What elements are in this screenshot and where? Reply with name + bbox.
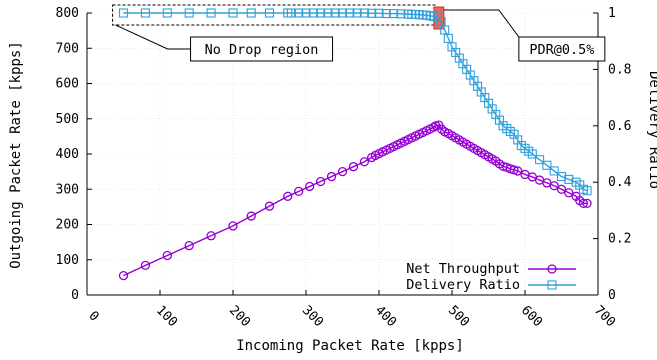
data-point: [140, 8, 150, 18]
data-point: [359, 8, 369, 18]
no-drop-leader-line: [115, 24, 191, 50]
data-point: [564, 174, 574, 184]
data-point: [294, 186, 304, 197]
data-point: [140, 260, 151, 271]
data-point: [228, 221, 238, 231]
data-point: [308, 8, 318, 18]
data-point: [228, 8, 238, 18]
data-point: [337, 8, 348, 18]
pdr-leader-line: [438, 9, 520, 38]
data-point: [326, 171, 337, 182]
data-point: [246, 211, 256, 221]
data-point: [437, 124, 447, 134]
pdr-label-box: [518, 36, 606, 62]
data-point: [513, 166, 523, 176]
y-tick-label: 100: [56, 253, 79, 268]
y-tick-label: 600: [56, 77, 79, 92]
y-tick-label: 0: [71, 288, 79, 303]
data-point: [345, 8, 355, 18]
data-point: [542, 160, 552, 170]
data-point: [337, 166, 348, 177]
data-point: [301, 8, 311, 18]
data-point: [316, 8, 326, 18]
data-point: [396, 9, 406, 19]
data-point: [535, 155, 545, 165]
data-point: [582, 198, 592, 209]
data-point: [389, 9, 399, 19]
data-point: [564, 188, 574, 198]
data-point: [556, 184, 567, 194]
y2-tick-label: 0.6: [608, 119, 631, 134]
x-tick-label: 200: [226, 303, 253, 330]
x-tick-label: 400: [372, 303, 399, 330]
y-axis-label: Outgoing Packet Rate [kpps]: [8, 41, 24, 269]
data-point: [323, 8, 333, 18]
data-point: [206, 8, 216, 18]
legend-label: Net Throughput: [406, 261, 520, 277]
data-point: [527, 149, 537, 159]
data-point: [118, 270, 129, 281]
data-point: [162, 250, 172, 261]
data-series: [118, 8, 592, 281]
y2-tick-label: 0.8: [608, 62, 631, 77]
y2-tick-label: 0: [608, 288, 616, 303]
data-point: [549, 181, 559, 191]
y2-axis-label: Delivery Ratio: [646, 71, 657, 189]
x-tick-label: 500: [445, 303, 472, 330]
data-point: [246, 8, 256, 18]
data-point: [184, 8, 194, 18]
y-tick-label: 400: [56, 147, 79, 162]
data-point: [184, 240, 194, 251]
y-tick-label: 200: [56, 218, 79, 233]
data-point: [374, 8, 384, 18]
data-point: [578, 198, 589, 209]
y2-tick-label: 1: [608, 6, 616, 21]
no-drop-label-box: [190, 36, 334, 62]
y-tick-label: 300: [56, 182, 79, 197]
data-point: [381, 9, 391, 19]
pdr-label: PDR@0.5%: [529, 42, 594, 58]
data-point: [264, 8, 275, 18]
data-point: [330, 8, 340, 18]
y-tick-label: 700: [56, 41, 79, 56]
data-point: [294, 8, 304, 18]
data-point: [118, 8, 129, 18]
x-tick-label: 100: [153, 303, 180, 330]
data-point: [509, 165, 519, 175]
data-point: [352, 8, 362, 18]
data-point: [549, 166, 559, 176]
x-tick-label: 0: [85, 308, 101, 324]
legend-marker: [547, 280, 557, 290]
legend-marker: [547, 264, 557, 274]
data-point: [283, 191, 293, 201]
y2-tick-label: 0.4: [608, 175, 632, 190]
y2-tick-label: 0.2: [608, 232, 631, 247]
data-point: [556, 172, 567, 182]
data-point: [162, 8, 172, 18]
y-tick-label: 500: [56, 112, 79, 127]
x-axis-label: Incoming Packet Rate [kpps]: [236, 338, 464, 354]
y-tick-label: 800: [56, 6, 79, 21]
data-point: [304, 181, 315, 192]
x-tick-label: 600: [518, 303, 545, 330]
no-drop-region-box: [112, 4, 437, 26]
x-tick-label: 300: [299, 303, 326, 330]
no-drop-label: No Drop region: [205, 42, 319, 58]
data-point: [359, 157, 370, 167]
data-point: [315, 176, 326, 187]
data-point: [206, 231, 216, 241]
data-point: [348, 162, 359, 172]
data-point: [367, 8, 377, 18]
data-point: [286, 8, 296, 18]
data-point: [264, 201, 275, 211]
x-tick-label: 700: [591, 303, 618, 330]
data-point: [582, 186, 592, 196]
legend-label: Delivery Ratio: [406, 277, 520, 293]
